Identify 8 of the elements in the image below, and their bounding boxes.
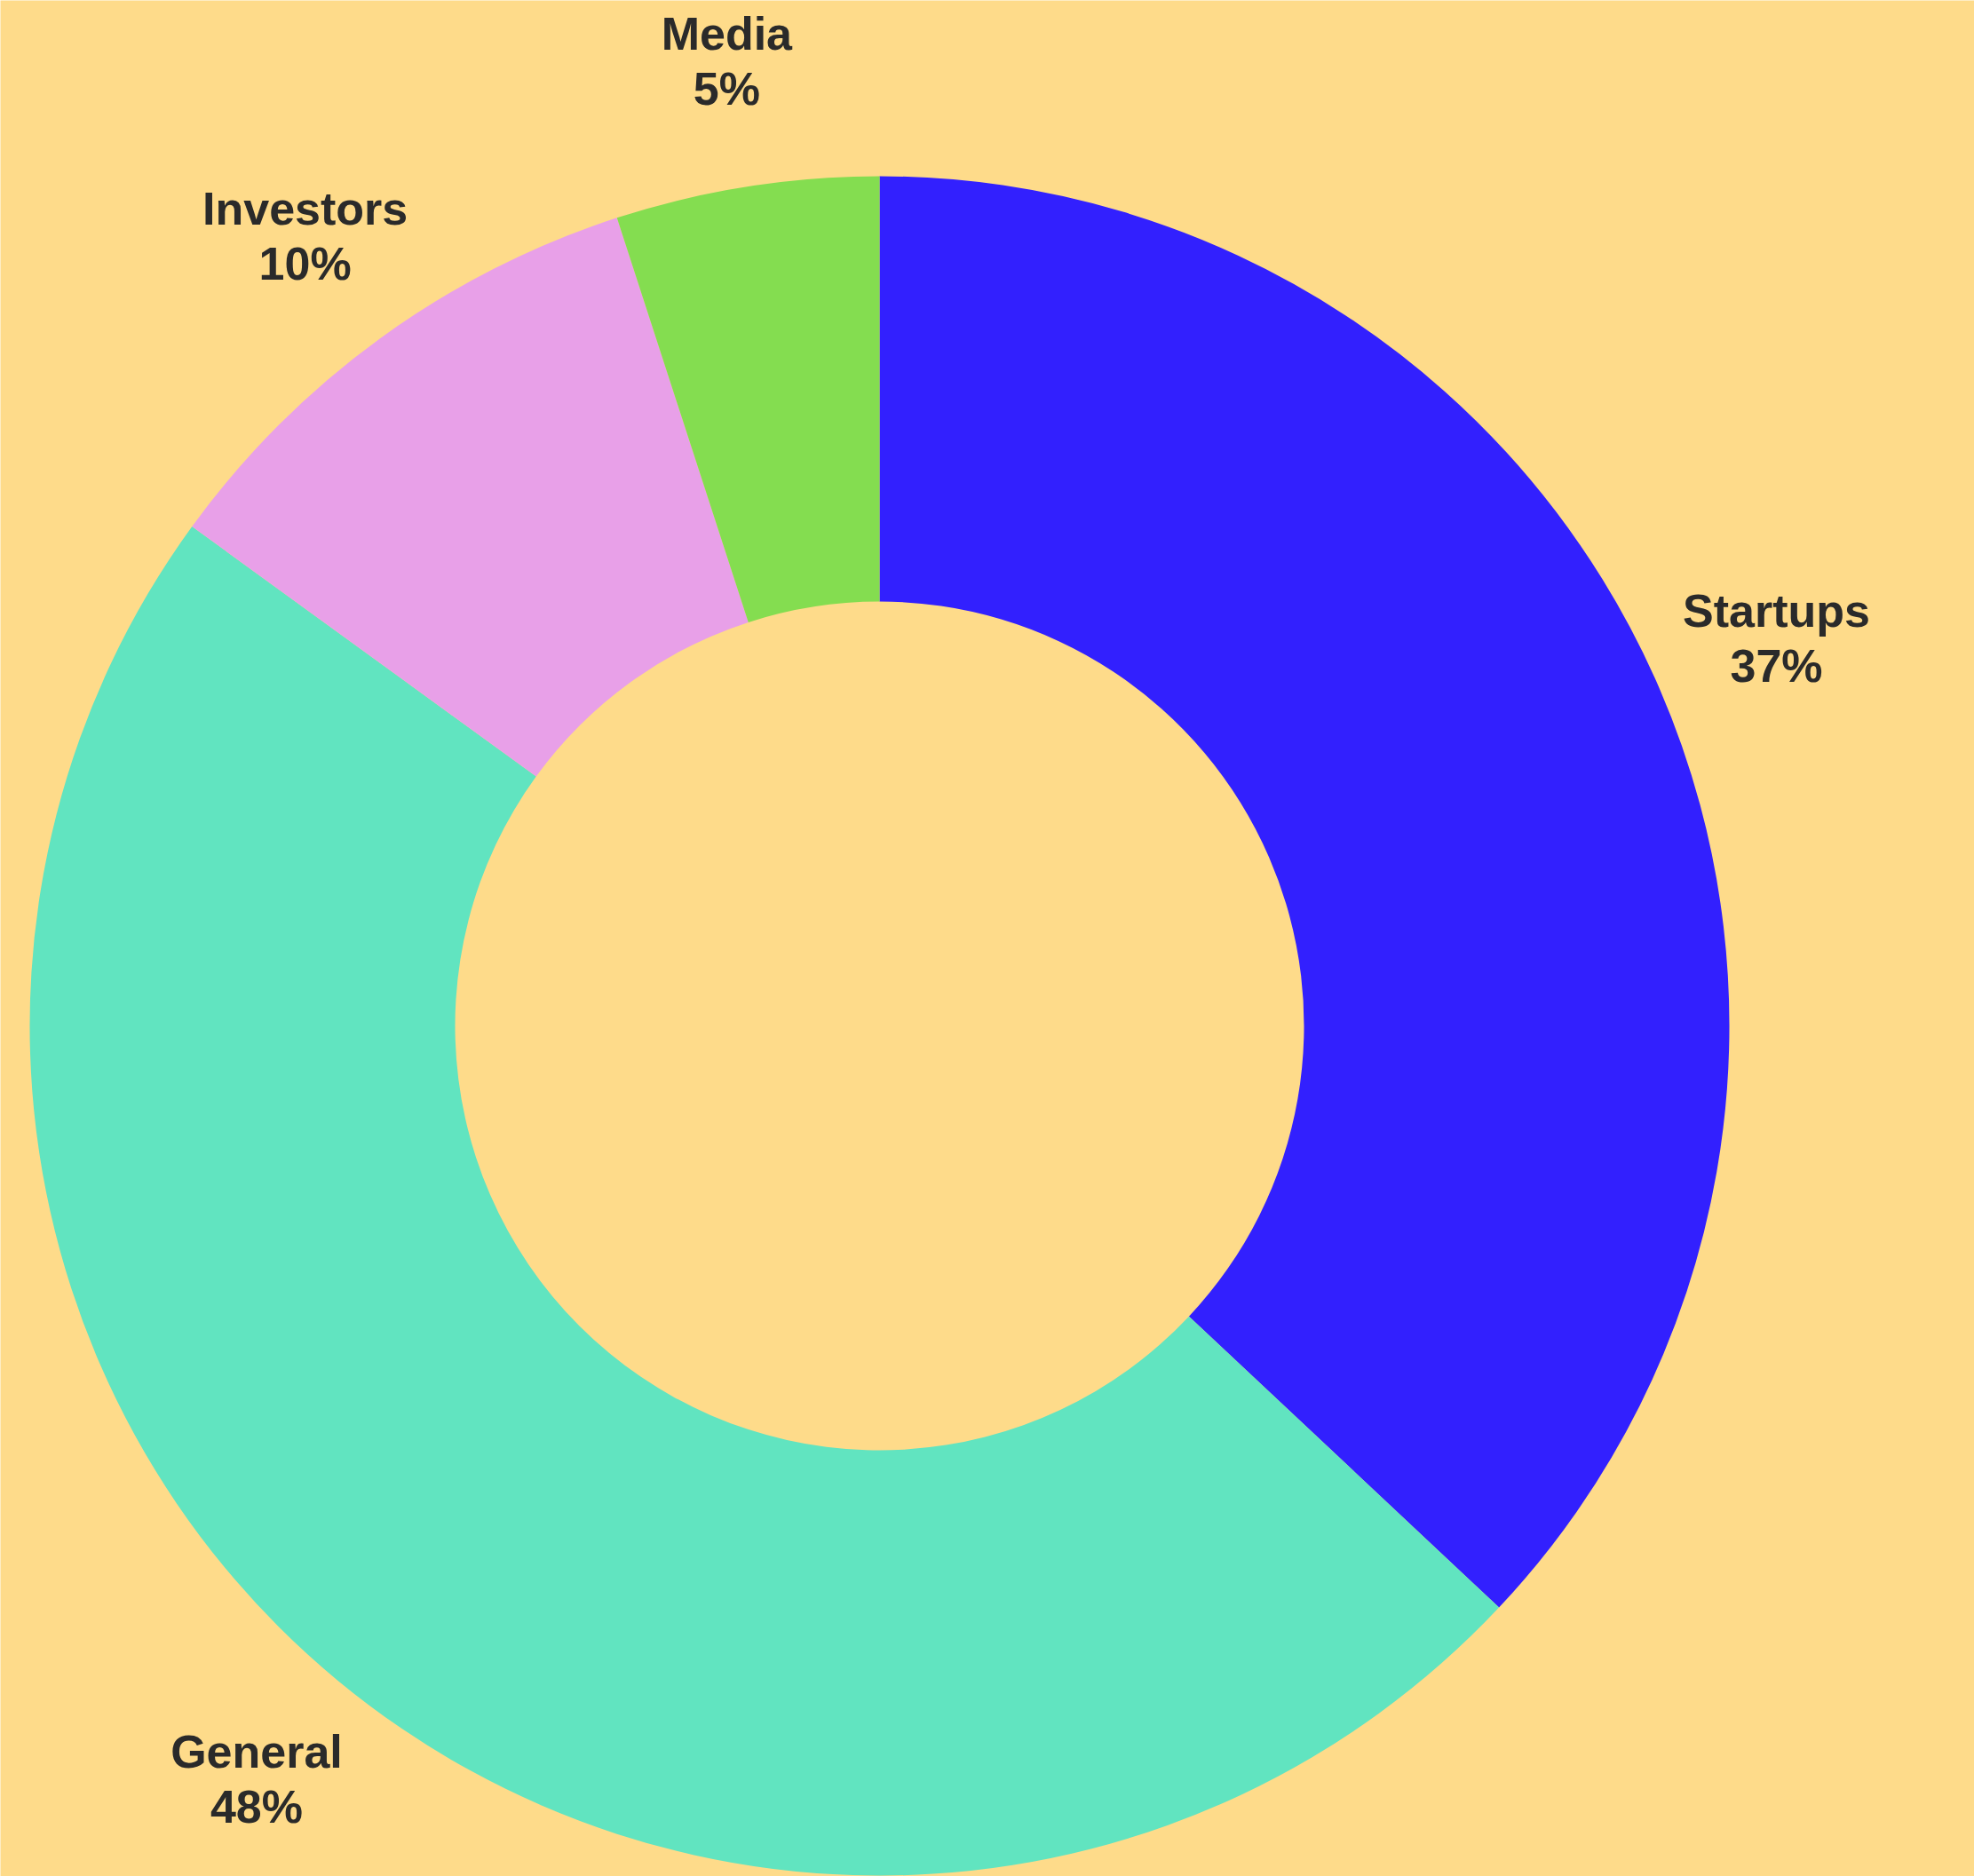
data-label: 37% [1730, 640, 1823, 693]
slice-label: Investors [202, 183, 408, 235]
data-label: 5% [693, 63, 760, 115]
slice-label: Media [661, 8, 794, 60]
slice-label: General [170, 1726, 343, 1778]
data-label: 48% [210, 1781, 304, 1833]
slice-label: Startups [1683, 585, 1870, 637]
data-label: 10% [258, 238, 352, 290]
